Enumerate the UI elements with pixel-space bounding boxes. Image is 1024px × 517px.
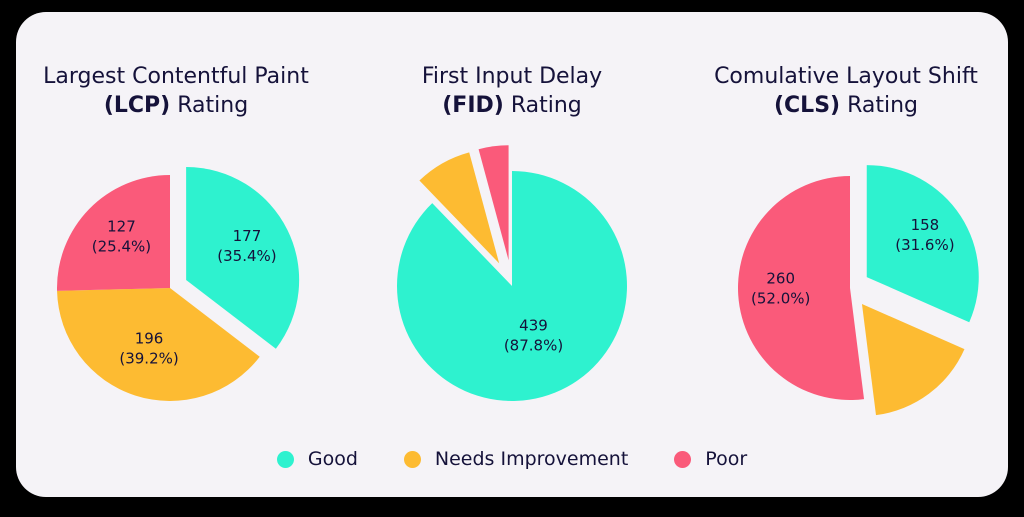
legend-label-needs-improvement: Needs Improvement: [434, 448, 629, 470]
pie-slice-good: [866, 165, 979, 323]
slice-percent-label-needs-improvement: (39.2%): [119, 349, 178, 367]
slice-value-label-good: 439: [519, 316, 548, 334]
slice-value-label-good: 158: [911, 216, 940, 234]
pie-slice-needs-improvement: [861, 304, 965, 416]
slice-value-label-poor: 127: [107, 218, 136, 236]
slice-percent-label-good: (31.6%): [895, 236, 954, 254]
legend-label-good: Good: [307, 448, 358, 470]
slice-percent-label-good: (87.8%): [504, 336, 563, 354]
slice-percent-label-poor: (25.4%): [92, 238, 151, 256]
legend-item-poor: Poor: [674, 448, 747, 470]
slice-value-label-needs-improvement: 196: [135, 329, 164, 347]
pie-chart-0: 177 (35.4%) 196 (39.2%) 127 (25.4%): [57, 167, 300, 402]
slice-value-label-poor: 260: [766, 269, 795, 287]
pie-chart-1: 439 (87.8%): [396, 145, 628, 401]
pie-slice-good: [396, 171, 628, 401]
pie-chart-2: 158 (31.6%) 260 (52.0%): [738, 165, 979, 416]
legend: Good Needs Improvement Poor: [0, 448, 1024, 470]
legend-item-good: Good: [276, 448, 358, 470]
pie-slice-needs-improvement: [419, 152, 500, 264]
legend-dot-needs-improvement: [403, 450, 421, 468]
legend-dot-good: [276, 450, 294, 468]
pie-slice-poor: [478, 145, 509, 261]
chart-title-lcp: Largest Contentful Paint (LCP) Rating: [43, 64, 309, 118]
chart-title-fid: First Input Delay (FID) Rating: [421, 64, 603, 118]
legend-item-needs-improvement: Needs Improvement: [403, 448, 629, 470]
legend-dot-poor: [674, 450, 692, 468]
legend-label-poor: Poor: [705, 448, 748, 470]
slice-percent-label-poor: (52.0%): [751, 289, 810, 307]
pie-slice-poor: [738, 176, 865, 400]
pie-slice-poor: [57, 175, 170, 291]
pie-slice-needs-improvement: [57, 288, 260, 402]
chart-title-cls: Comulative Layout Shift (CLS) Rating: [714, 64, 978, 118]
slice-value-label-good: 177: [233, 227, 262, 245]
pie-slice-good: [186, 167, 300, 349]
slice-percent-label-good: (35.4%): [217, 247, 276, 265]
